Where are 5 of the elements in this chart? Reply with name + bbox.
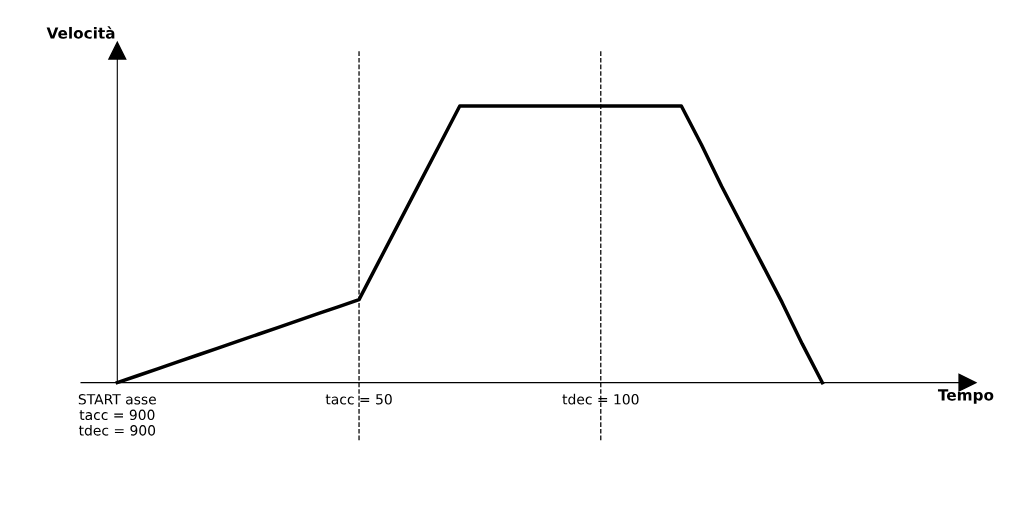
x-tick-label: tdec = 100: [562, 393, 639, 405]
y-axis-title: Velocità: [46, 26, 115, 39]
text: Tempo: [937, 389, 994, 404]
x-tick-label: tacc = 50: [325, 394, 392, 405]
x-tick-label: START asse tacc = 900 tdec = 900: [78, 394, 156, 436]
